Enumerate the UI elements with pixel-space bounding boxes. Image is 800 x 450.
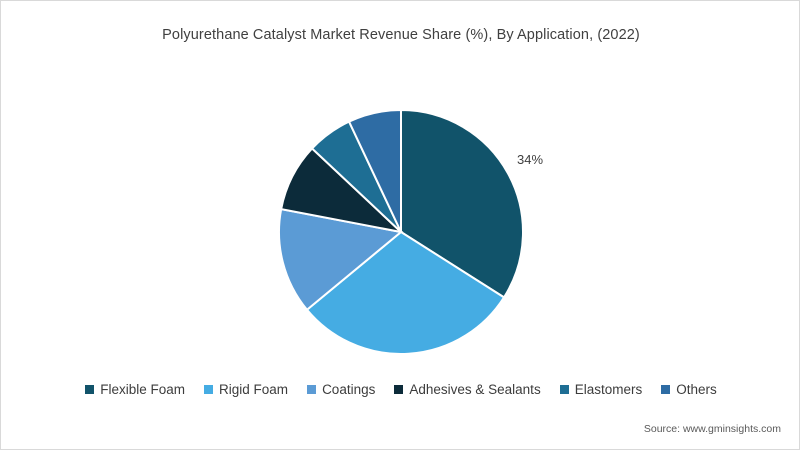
legend-item-label: Rigid Foam [219,382,289,397]
legend-item-label: Elastomers [574,382,643,397]
pie-slice-rigid-foam [305,230,506,355]
legend-swatch-icon [559,385,569,394]
legend-item-adhesives-sealants[interactable]: Adhesives & Sealants [394,382,541,397]
legend-item-label: Flexible Foam [100,382,186,397]
legend-swatch-icon [85,385,95,394]
legend-item-label: Coatings [322,382,376,397]
pie-slice-coatings [278,207,404,312]
page-title: Polyurethane Catalyst Market Revenue Sha… [162,27,640,43]
legend-item-label: Others [676,382,717,397]
legend-swatch-icon [661,385,671,394]
legend-item-elastomers[interactable]: Elastomers [559,382,643,397]
legend-item-label: Adhesives & Sealants [409,382,541,397]
source-attribution: Source: www.gminsights.com [643,423,781,435]
pie-chart-svg [278,108,524,355]
pie-chart [278,108,524,355]
chart-legend: Flexible Foam Rigid Foam Coatings Adhesives… [1,382,799,397]
legend-swatch-icon [394,385,404,394]
legend-item-rigid-foam[interactable]: Rigid Foam [204,382,288,397]
pie-slice-group [278,108,524,355]
legend-item-coatings[interactable]: Coatings [307,382,375,397]
legend-item-flexible-foam[interactable]: Flexible Foam [85,382,185,397]
legend-swatch-icon [307,385,317,394]
legend-item-others[interactable]: Others [661,382,717,397]
pie-data-label-flexible-foam: 34% [517,152,544,167]
pie-slice-others [347,108,402,233]
legend-swatch-icon [204,385,214,394]
